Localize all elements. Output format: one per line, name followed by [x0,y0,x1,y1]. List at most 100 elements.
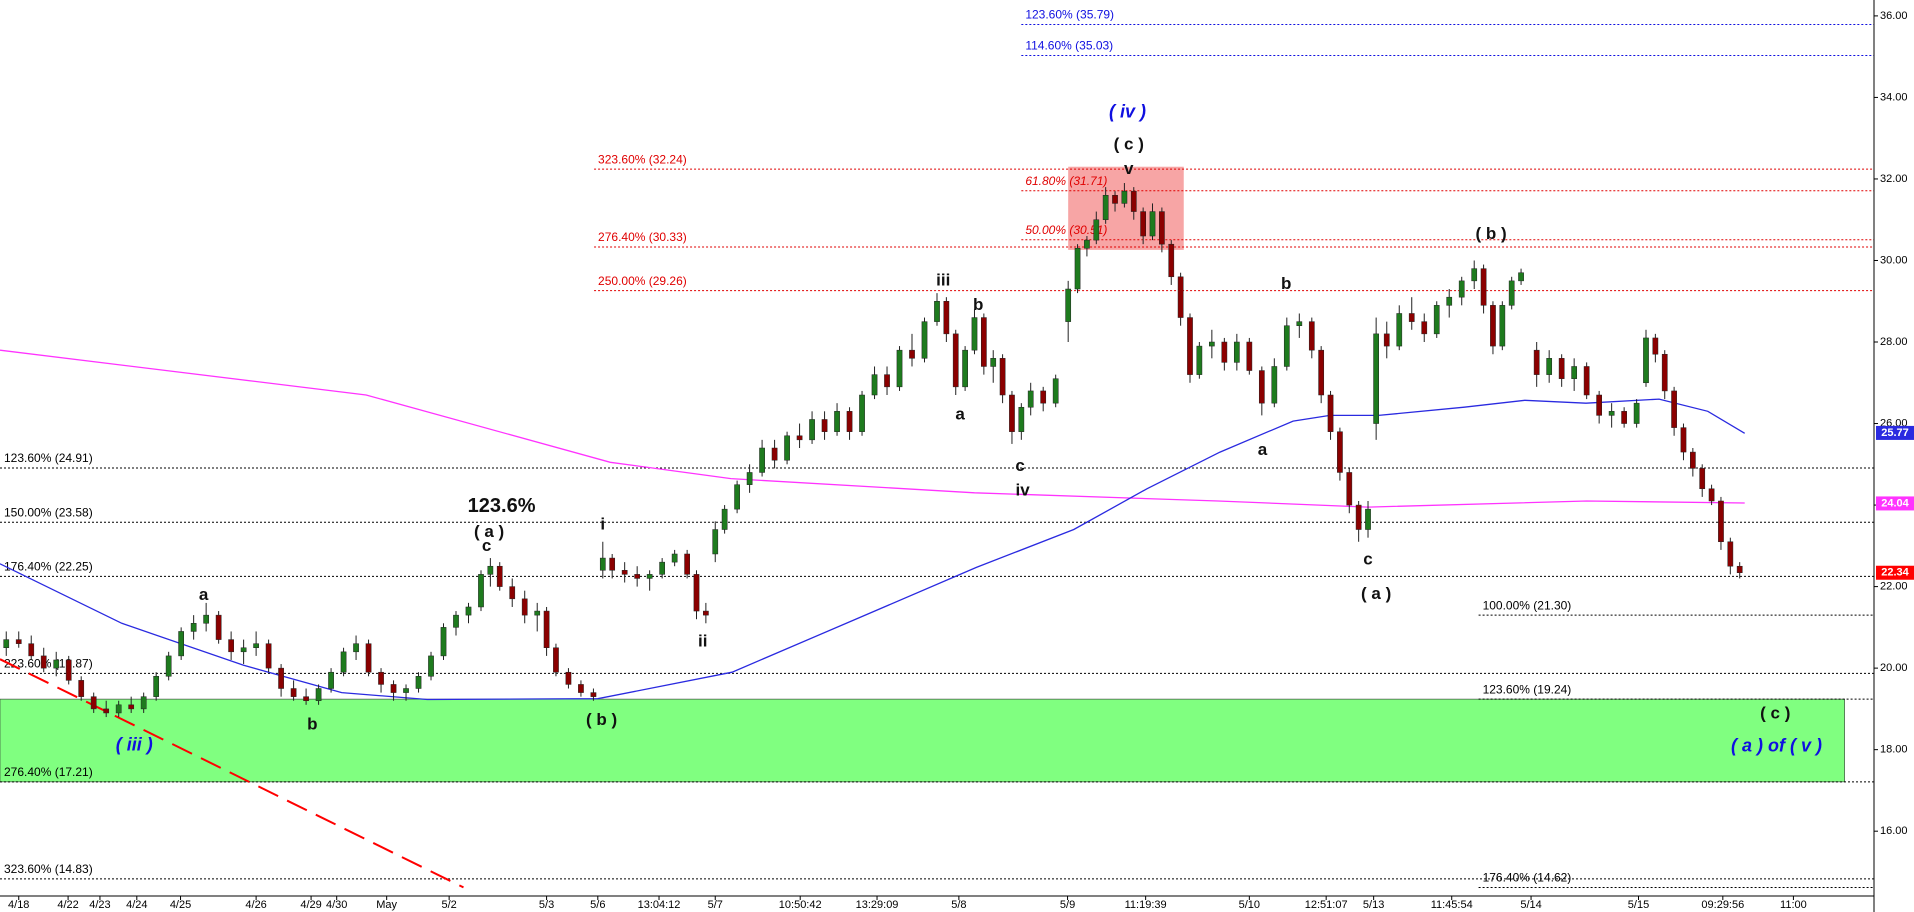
wave-label: iii [936,270,950,289]
x-tick-label: 4/26 [245,899,266,911]
candle-body [390,684,397,693]
candle-body [1490,305,1496,347]
candle-body [1365,508,1371,530]
candle-body [90,696,97,710]
candle-body [846,411,853,432]
x-tick-label: 5/3 [539,899,554,911]
candle-body [1233,341,1240,363]
price-tag [1876,496,1914,511]
candle-body [465,606,472,616]
candle-body [921,321,928,359]
candle-body [1533,349,1540,375]
plot-area: 123.60% (24.91) 150.00% (23.58) 176.40% (2… [0,8,1874,889]
candle-body [190,623,197,632]
wave-label: b [973,295,983,314]
candle-body [228,639,234,653]
candle-body [1052,378,1059,404]
candle-body [278,667,284,689]
candle-body [240,647,247,653]
line [0,349,1745,508]
candle-body [3,639,10,648]
candle-body [1471,268,1478,282]
candle-body [934,300,940,322]
x-tick-label: 4/25 [170,899,191,911]
candle-body [1209,341,1215,347]
candle-body [1121,190,1128,204]
candle-body [684,553,690,575]
x-tick-label: 5/15 [1628,899,1649,911]
candle-body [609,557,616,571]
wave-label: ( iii ) [116,734,153,754]
x-tick-label: 4/22 [57,899,78,911]
candle-body [565,671,572,685]
x-tick-label: 4/24 [126,899,147,911]
candle-body [1177,276,1184,318]
line [0,398,1746,701]
x-tick-label: 5/2 [441,899,456,911]
candle-body [1408,313,1415,322]
candle-body [128,704,135,710]
x-tick-label: 4/23 [89,899,110,911]
candle-body [1558,358,1565,379]
candle-body [999,358,1006,396]
x-tick-label: 5/13 [1363,899,1384,911]
candle-body [712,529,719,555]
candle-body [1480,268,1487,306]
fib-label: 50.00% (30.51) [1025,223,1107,237]
wave-label: v [1124,159,1134,178]
fib-label: 150.00% (23.58) [4,505,93,519]
wave-label: b [1281,274,1291,293]
candle-body [1084,239,1090,249]
candle-body [759,447,765,473]
candle-body [1736,565,1743,573]
x-tick-label: 4/18 [8,899,29,911]
candle-body [1421,321,1428,335]
candle-body [1571,366,1578,379]
candle-body [834,411,840,432]
candle-body [952,333,959,388]
candle-body [884,374,890,388]
candle-body [440,627,447,657]
candle-body [1271,366,1278,404]
candle-body [1718,500,1724,543]
candle-body [340,651,347,673]
candle-body [65,659,72,681]
wave-label: ( c ) [1760,704,1790,723]
wave-label: i [600,515,605,534]
wave-label: ( a ) [474,522,504,541]
y-tick-label: 20.00 [1880,662,1908,674]
candle-body [1168,243,1175,278]
candle-body [746,472,753,485]
candle-body [1196,345,1203,375]
candle-body [796,435,803,441]
candle-body [1355,504,1362,530]
candle-body [809,419,815,441]
wave-label: c [482,536,491,555]
fib-label: 61.80% (31.71) [1025,174,1107,188]
candle-body [203,614,209,624]
fib-label: 123.60% (35.79) [1025,8,1114,22]
candle-body [634,574,641,579]
candle-body [1373,333,1379,424]
x-tick-label: 12:51:07 [1305,899,1348,911]
candle-body [1283,325,1290,367]
candle-body [1508,280,1515,306]
candle-body [78,680,85,697]
candle-body [734,484,740,510]
y-tick-label: 32.00 [1880,173,1908,185]
candle-body [1671,390,1677,428]
wave-label: a [1258,440,1268,459]
candle-body [1546,358,1553,375]
candle-body [1499,305,1506,347]
candle-body [215,614,222,640]
candle-body [40,655,47,669]
x-tick-label: 5/9 [1060,899,1075,911]
candle-body [1009,394,1015,432]
fib-label: 176.40% (22.25) [4,560,93,574]
candle-body [859,394,865,432]
candle-body [821,419,828,432]
candle-body [428,655,434,677]
candle-body [784,435,790,461]
y-tick-label: 36.00 [1880,10,1908,22]
candle-body [553,647,559,673]
